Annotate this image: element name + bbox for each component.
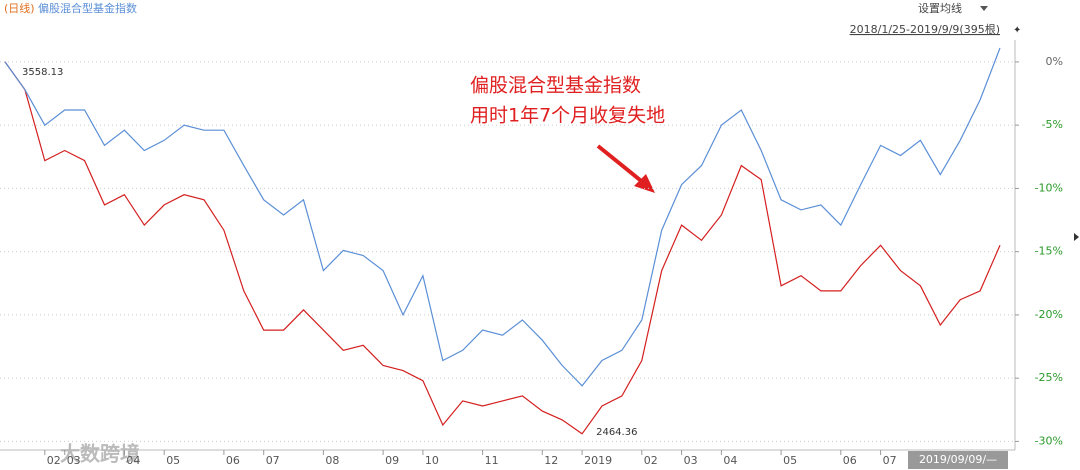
- x-tick-label: 06: [843, 454, 857, 467]
- settings-button[interactable]: 设置均线: [918, 1, 962, 15]
- min-label: 2464.36: [596, 427, 637, 438]
- period-label[interactable]: (日线): [4, 1, 35, 15]
- pin-icon[interactable]: ✦: [1013, 25, 1021, 36]
- y-tick-label: -25%: [1035, 371, 1063, 384]
- annotation-arrow: [596, 144, 647, 186]
- x-tick-label: 08: [325, 454, 339, 467]
- settings-dropdown[interactable]: [980, 6, 988, 11]
- annotation: 用时1年7个月收复失地: [470, 105, 665, 127]
- series-line: [4, 47, 1001, 387]
- x-tick-label: 03: [67, 454, 81, 467]
- cursor-date: 2019/09/09/—: [919, 453, 997, 466]
- x-tick-label: 04: [723, 454, 737, 467]
- max-label: 3558.13: [22, 67, 63, 78]
- y-tick-label: -20%: [1035, 308, 1063, 321]
- x-tick-label: 07: [883, 454, 897, 467]
- x-tick-label: 06: [226, 454, 240, 467]
- y-tick-label: 0%: [1046, 55, 1063, 68]
- cursor-box: [908, 451, 1008, 469]
- watermark: 大数跨境: [60, 442, 140, 466]
- y-tick-label: -30%: [1035, 434, 1063, 447]
- annotation: 偏股混合型基金指数: [470, 75, 641, 97]
- x-tick-label: 12: [544, 454, 558, 467]
- chart-title: 偏股混合型基金指数: [38, 1, 137, 15]
- x-tick-label: 02: [47, 454, 61, 467]
- y-tick-label: -15%: [1035, 245, 1063, 258]
- scroll-arrow[interactable]: [1074, 233, 1079, 241]
- x-tick-label: 2019: [584, 454, 612, 467]
- x-tick-label: 05: [783, 454, 797, 467]
- series-line: [4, 61, 1001, 435]
- x-tick-label: 09: [385, 454, 399, 467]
- y-tick-label: -10%: [1035, 181, 1063, 194]
- x-tick-label: 11: [485, 454, 499, 467]
- x-tick-label: 03: [684, 454, 698, 467]
- y-tick-label: -5%: [1042, 118, 1063, 131]
- x-tick-label: 10: [425, 454, 439, 467]
- x-tick-label: 04: [126, 454, 140, 467]
- x-tick-label: 02: [644, 454, 658, 467]
- annotation-arrowhead: [634, 174, 655, 193]
- x-tick-label: 05: [166, 454, 180, 467]
- range-label[interactable]: 2018/1/25-2019/9/9(395根): [850, 22, 1000, 36]
- x-tick-label: 07: [266, 454, 280, 467]
